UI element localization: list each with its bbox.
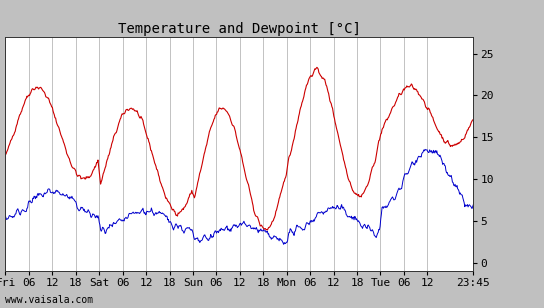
Title: Temperature and Dewpoint [°C]: Temperature and Dewpoint [°C] — [118, 22, 361, 36]
Text: www.vaisala.com: www.vaisala.com — [5, 295, 94, 305]
